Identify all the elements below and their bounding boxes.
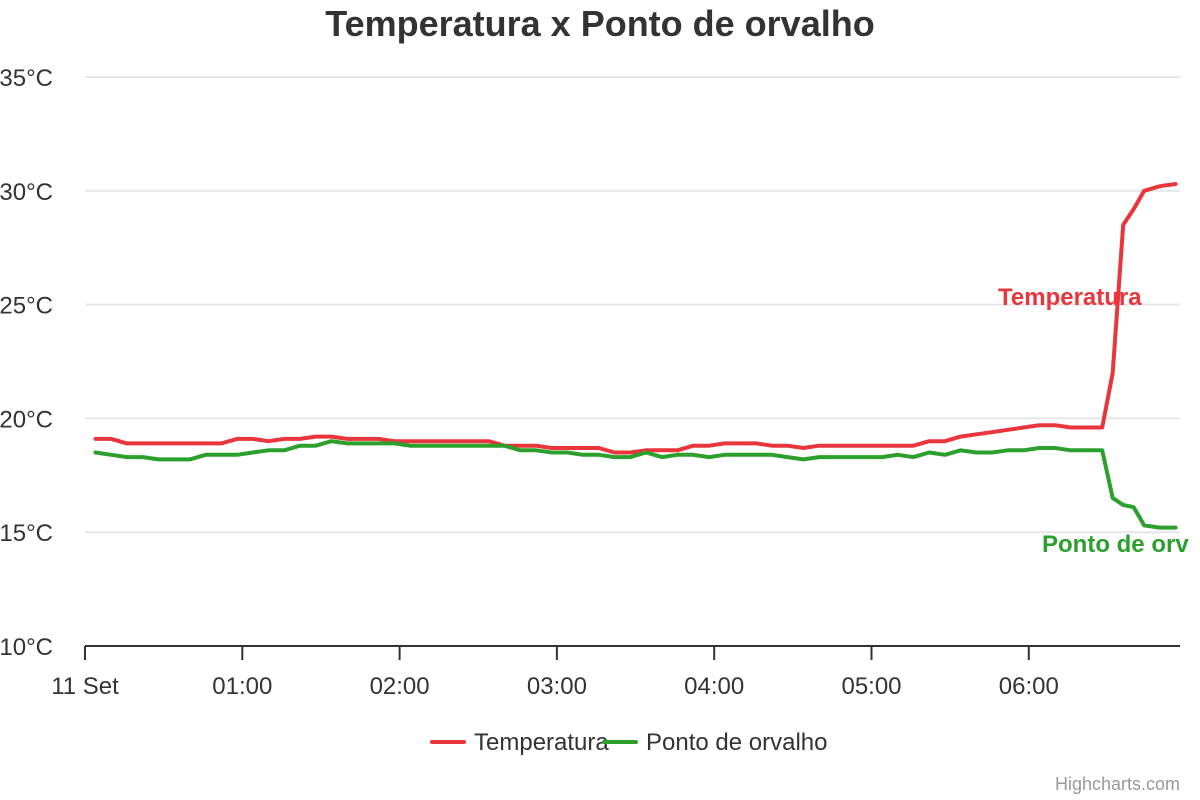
y-tick-label: 35°C xyxy=(0,65,53,92)
x-axis: 11 Set 01:00 02:00 03:00 04:00 05:00 06:00 xyxy=(51,645,1180,700)
y-tick-label: 10°C xyxy=(0,634,53,661)
legend[interactable]: Temperatura Ponto de orvalho xyxy=(430,729,827,756)
y-tick-label: 20°C xyxy=(0,406,53,433)
y-axis: 10°C 15°C 20°C 25°C 30°C 35°C xyxy=(0,65,53,661)
series-line-ponto-de-orvalho[interactable] xyxy=(93,439,1178,530)
x-tick-label: 01:00 xyxy=(212,673,272,700)
legend-item-ponto-de-orvalho[interactable]: Ponto de orvalho xyxy=(602,729,827,756)
x-tick-label: 02:00 xyxy=(370,673,430,700)
series-labels: Temperatura Ponto de orv xyxy=(998,284,1189,558)
y-tick-label: 15°C xyxy=(0,520,53,547)
x-tick-label: 03:00 xyxy=(527,673,587,700)
series-label-temperatura: Temperatura xyxy=(998,284,1142,311)
chart-title: Temperatura x Ponto de orvalho xyxy=(325,3,874,44)
series-group xyxy=(93,182,1178,530)
y-tick-label: 25°C xyxy=(0,293,53,320)
series-label-ponto-de-orvalho: Ponto de orv xyxy=(1042,531,1189,558)
x-tick-label: 11 Set xyxy=(51,673,119,700)
legend-item-temperatura[interactable]: Temperatura xyxy=(430,729,609,756)
x-tick-label: 04:00 xyxy=(684,673,744,700)
series-line-temperatura[interactable] xyxy=(93,182,1178,455)
credits-link[interactable]: Highcharts.com xyxy=(1055,774,1180,794)
y-tick-label: 30°C xyxy=(0,179,53,206)
x-tick-label: 06:00 xyxy=(999,673,1059,700)
legend-label: Ponto de orvalho xyxy=(646,729,827,756)
x-tick-label: 05:00 xyxy=(841,673,901,700)
grid xyxy=(85,76,1180,534)
legend-label: Temperatura xyxy=(474,729,609,756)
